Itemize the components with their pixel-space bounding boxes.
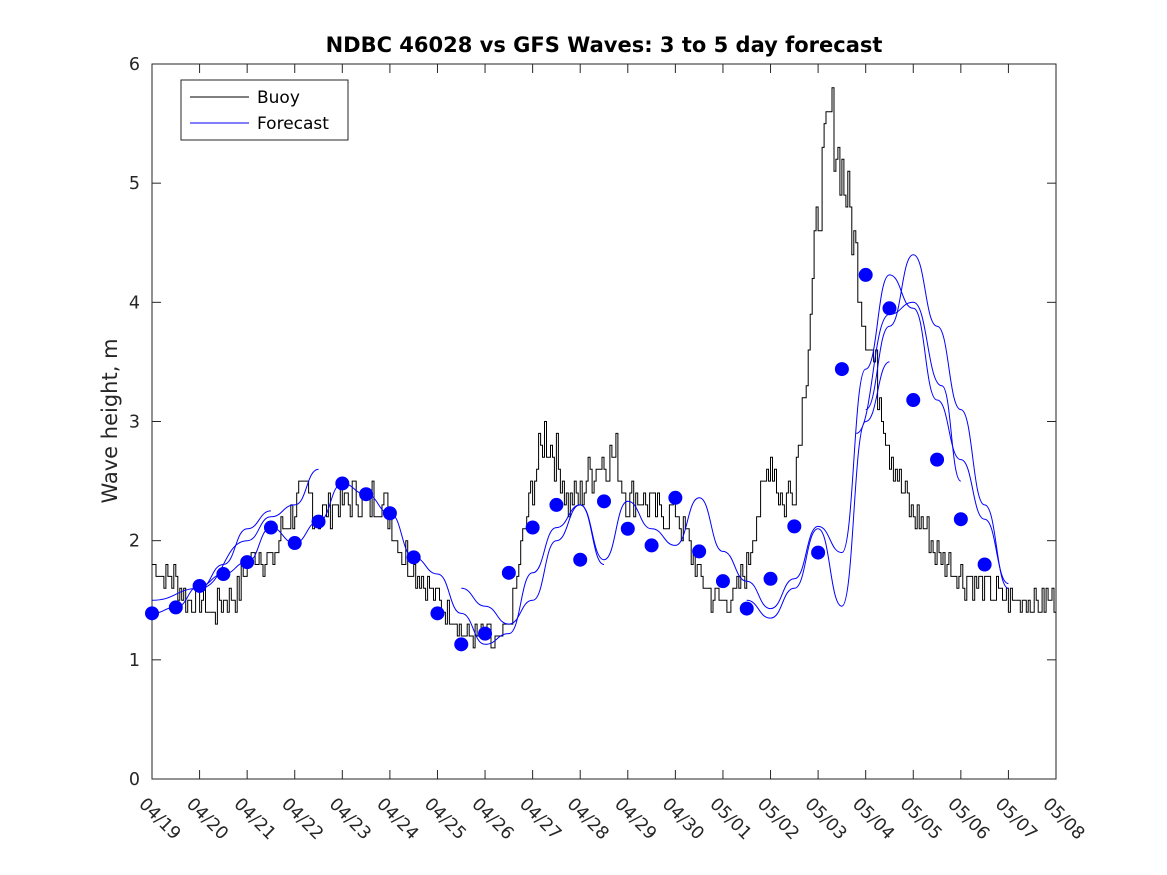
forecast-marker xyxy=(977,557,992,572)
legend-forecast-label: Forecast xyxy=(257,114,329,134)
forecast-marker xyxy=(240,555,255,570)
y-tick-label: 6 xyxy=(129,55,140,75)
forecast-run-line xyxy=(746,361,890,619)
y-axis-label: Wave height, m xyxy=(98,338,122,503)
forecast-marker xyxy=(811,545,826,560)
forecast-marker xyxy=(692,544,707,559)
forecast-marker xyxy=(930,452,945,467)
y-tick-label: 3 xyxy=(129,413,140,433)
forecast-marker xyxy=(573,552,588,567)
forecast-marker xyxy=(311,514,326,529)
legend-buoy-label: Buoy xyxy=(257,88,300,108)
y-axis: 0 1 2 3 4 5 6 xyxy=(129,55,1056,790)
forecast-marker xyxy=(668,490,683,505)
forecast-marker xyxy=(335,476,350,491)
legend: Buoy Forecast xyxy=(180,79,349,141)
forecast-marker xyxy=(787,519,802,534)
plot-area xyxy=(151,63,1057,780)
forecast-marker xyxy=(382,506,397,521)
forecast-run-line xyxy=(865,254,1009,589)
forecast-marker xyxy=(549,497,564,512)
forecast-marker xyxy=(525,520,540,535)
forecast-series xyxy=(151,254,1009,645)
forecast-marker xyxy=(168,600,183,615)
forecast-marker xyxy=(145,606,159,621)
y-tick-label: 5 xyxy=(129,174,140,194)
forecast-line xyxy=(151,274,1009,645)
y-tick-label: 1 xyxy=(129,651,140,671)
forecast-marker xyxy=(715,574,730,589)
forecast-marker xyxy=(763,571,778,586)
forecast-marker xyxy=(359,487,374,502)
forecast-marker xyxy=(287,536,302,551)
forecast-marker xyxy=(263,520,278,535)
forecast-marker xyxy=(906,393,921,408)
y-tick-label: 2 xyxy=(129,532,140,552)
forecast-marker xyxy=(597,494,611,509)
chart-title: NDBC 46028 vs GFS Waves: 3 to 5 day fore… xyxy=(326,33,883,57)
forecast-marker xyxy=(501,565,516,580)
forecast-marker xyxy=(216,567,231,582)
forecast-marker xyxy=(644,538,659,553)
buoy-line xyxy=(152,87,1056,649)
y-tick-label: 0 xyxy=(129,770,140,790)
forecast-marker xyxy=(406,550,421,565)
forecast-markers xyxy=(145,267,992,652)
y-tick-label: 4 xyxy=(129,293,140,313)
forecast-marker xyxy=(953,512,968,527)
forecast-run-line xyxy=(199,510,271,589)
legend-box xyxy=(180,79,349,141)
forecast-marker xyxy=(882,301,897,316)
forecast-marker xyxy=(620,521,635,536)
forecast-marker xyxy=(858,267,873,282)
forecast-marker xyxy=(192,578,207,593)
forecast-marker xyxy=(478,626,493,641)
forecast-marker xyxy=(430,606,445,621)
forecast-run-line xyxy=(461,504,605,625)
forecast-marker xyxy=(454,637,469,652)
forecast-marker xyxy=(834,362,849,377)
forecast-marker xyxy=(739,601,754,616)
forecast-run-line xyxy=(856,301,962,482)
buoy-series xyxy=(152,87,1056,649)
